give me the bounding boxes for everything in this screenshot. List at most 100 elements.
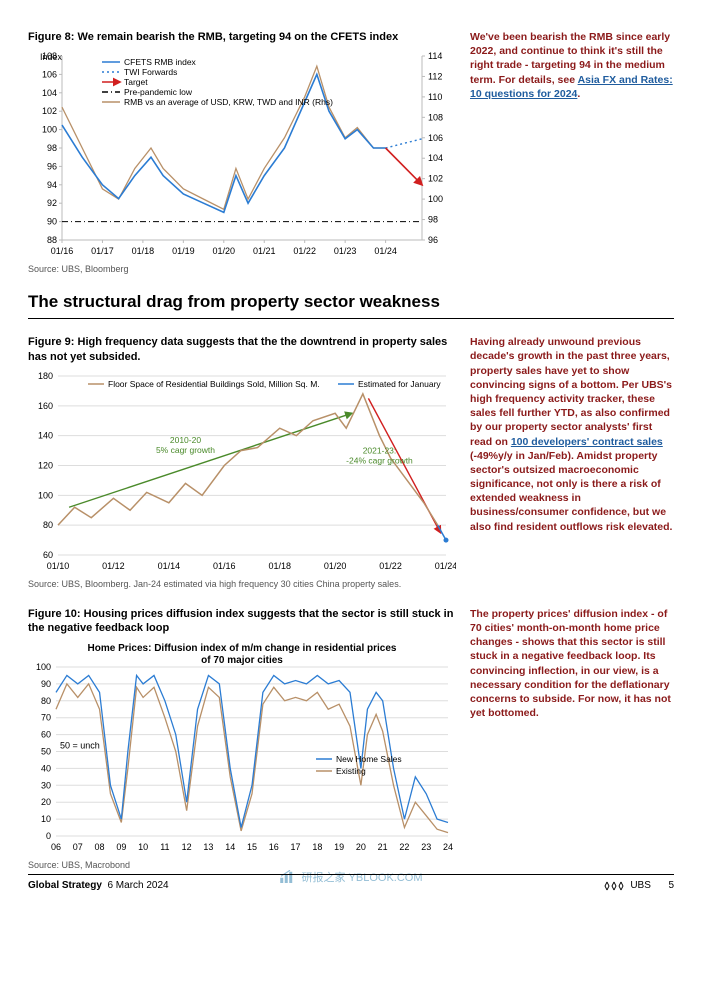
svg-text:13: 13 [203, 842, 213, 852]
svg-text:01/18: 01/18 [132, 246, 155, 256]
svg-text:01/18: 01/18 [268, 561, 291, 571]
svg-text:24: 24 [443, 842, 453, 852]
svg-text:Estimated for January: Estimated for January [358, 379, 441, 389]
ubs-logo-icon [604, 881, 624, 891]
figure-9-chart: 608010012014016018001/1001/1201/1401/160… [28, 370, 456, 575]
svg-text:01/22: 01/22 [379, 561, 402, 571]
page-footer: Global Strategy 6 March 2024 UBS 5 [28, 874, 674, 891]
svg-text:50 = unch: 50 = unch [60, 741, 100, 751]
svg-text:23: 23 [421, 842, 431, 852]
svg-text:112: 112 [428, 72, 442, 82]
svg-text:20: 20 [41, 798, 51, 808]
figure-9-source: Source: UBS, Bloomberg. Jan-24 estimated… [28, 579, 456, 589]
svg-text:RMB vs an average of USD, KRW,: RMB vs an average of USD, KRW, TWD and I… [124, 97, 333, 107]
svg-text:108: 108 [428, 113, 443, 123]
svg-text:Existing: Existing [336, 766, 366, 776]
footer-section: Global Strategy [28, 880, 102, 891]
svg-text:20: 20 [356, 842, 366, 852]
svg-text:Pre-pandemic low: Pre-pandemic low [124, 87, 193, 97]
svg-text:01/23: 01/23 [334, 246, 357, 256]
svg-text:100: 100 [42, 125, 57, 135]
svg-text:15: 15 [247, 842, 257, 852]
section-rule [28, 318, 674, 319]
figure-9-left: Figure 9: High frequency data suggests t… [28, 335, 456, 589]
svg-text:90: 90 [41, 679, 51, 689]
svg-text:120: 120 [38, 460, 53, 470]
svg-text:98: 98 [47, 143, 57, 153]
svg-text:108: 108 [42, 51, 57, 61]
figure-8-source: Source: UBS, Bloomberg [28, 264, 456, 274]
svg-text:90: 90 [47, 217, 57, 227]
footer-page: 5 [668, 880, 674, 891]
svg-text:92: 92 [47, 198, 57, 208]
svg-text:01/24: 01/24 [435, 561, 456, 571]
svg-text:01/24: 01/24 [374, 246, 397, 256]
footer-date: 6 March 2024 [107, 880, 168, 891]
svg-text:Floor Space of Residential Bui: Floor Space of Residential Buildings Sol… [108, 379, 320, 389]
svg-text:22: 22 [399, 842, 409, 852]
figure-10-left: Figure 10: Housing prices diffusion inde… [28, 607, 456, 871]
svg-text:21: 21 [378, 842, 388, 852]
footer-left: Global Strategy 6 March 2024 [28, 880, 169, 891]
svg-text:96: 96 [428, 235, 438, 245]
svg-text:98: 98 [428, 215, 438, 225]
svg-text:102: 102 [42, 106, 57, 116]
svg-text:40: 40 [41, 764, 51, 774]
figure-10-chart: Home Prices: Diffusion index of m/m chan… [28, 641, 456, 856]
svg-text:2010-20: 2010-20 [170, 435, 201, 445]
svg-text:01/16: 01/16 [213, 561, 236, 571]
sidebar-text: . [577, 88, 580, 100]
figure-8-chart: Index88909294969810010210410610896981001… [28, 50, 456, 260]
figure-10-sidebar: The property prices' diffusion index - o… [470, 607, 674, 720]
sidebar-text: (-49%y/y in Jan/Feb). Amidst property se… [470, 450, 672, 533]
svg-text:01/20: 01/20 [213, 246, 236, 256]
svg-text:88: 88 [47, 235, 57, 245]
figure-9: Figure 9: High frequency data suggests t… [28, 335, 674, 589]
svg-text:10: 10 [41, 815, 51, 825]
svg-text:06: 06 [51, 842, 61, 852]
footer-brand: UBS [630, 880, 651, 891]
svg-text:100: 100 [38, 490, 53, 500]
svg-text:80: 80 [41, 696, 51, 706]
svg-text:01/19: 01/19 [172, 246, 195, 256]
svg-text:106: 106 [428, 133, 443, 143]
svg-text:80: 80 [43, 520, 53, 530]
svg-text:01/12: 01/12 [102, 561, 125, 571]
footer-right: UBS 5 [604, 880, 674, 891]
svg-text:TWI Forwards: TWI Forwards [124, 67, 177, 77]
svg-text:5% cagr growth: 5% cagr growth [156, 445, 215, 455]
figure-9-sidebar: Having already unwound previous decade's… [470, 335, 674, 533]
svg-text:70: 70 [41, 713, 51, 723]
svg-text:110: 110 [428, 92, 442, 102]
svg-text:100: 100 [428, 194, 443, 204]
svg-text:114: 114 [428, 51, 442, 61]
svg-text:07: 07 [73, 842, 83, 852]
figure-8-left: Figure 8: We remain bearish the RMB, tar… [28, 30, 456, 274]
svg-text:01/22: 01/22 [293, 246, 316, 256]
svg-text:30: 30 [41, 781, 51, 791]
svg-text:New Home Sales: New Home Sales [336, 754, 402, 764]
svg-text:60: 60 [43, 550, 53, 560]
svg-text:-24% cagr growth: -24% cagr growth [346, 455, 413, 465]
svg-text:160: 160 [38, 401, 53, 411]
svg-text:09: 09 [116, 842, 126, 852]
sidebar-link-100-developers[interactable]: 100 developers' contract sales [511, 436, 663, 448]
svg-text:140: 140 [38, 431, 53, 441]
svg-text:CFETS RMB index: CFETS RMB index [124, 57, 197, 67]
svg-text:01/10: 01/10 [47, 561, 70, 571]
svg-text:17: 17 [291, 842, 301, 852]
svg-text:60: 60 [41, 730, 51, 740]
svg-text:104: 104 [428, 154, 443, 164]
svg-text:16: 16 [269, 842, 279, 852]
svg-text:180: 180 [38, 371, 53, 381]
figure-8-title: Figure 8: We remain bearish the RMB, tar… [28, 30, 456, 44]
svg-text:102: 102 [428, 174, 443, 184]
svg-text:01/17: 01/17 [91, 246, 114, 256]
svg-text:Home Prices: Diffusion index o: Home Prices: Diffusion index of m/m chan… [88, 643, 397, 654]
svg-text:08: 08 [95, 842, 105, 852]
svg-text:01/20: 01/20 [324, 561, 347, 571]
svg-text:Target: Target [124, 77, 148, 87]
svg-text:11: 11 [160, 842, 169, 852]
section-heading: The structural drag from property sector… [28, 292, 674, 312]
svg-text:19: 19 [334, 842, 344, 852]
